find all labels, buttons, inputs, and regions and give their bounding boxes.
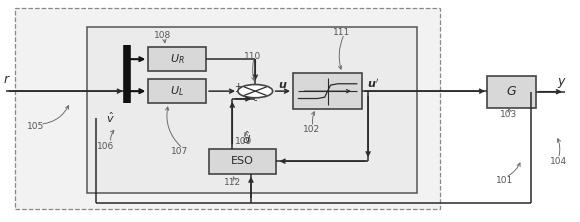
Text: $\hat{v}$: $\hat{v}$: [106, 111, 115, 125]
Text: 107: 107: [172, 147, 188, 156]
Text: 102: 102: [303, 125, 321, 134]
Bar: [148, 47, 206, 71]
Text: 103: 103: [499, 110, 517, 119]
Text: 108: 108: [154, 32, 171, 40]
Text: $G$: $G$: [506, 85, 517, 98]
Text: 105: 105: [27, 122, 44, 131]
Text: -: -: [253, 95, 257, 105]
Bar: [293, 73, 362, 109]
Text: $\boldsymbol{u}'$: $\boldsymbol{u}'$: [367, 77, 379, 90]
Bar: [148, 79, 206, 103]
Bar: [88, 27, 417, 193]
Text: $U_L$: $U_L$: [170, 84, 184, 98]
Text: $\hat{d}$: $\hat{d}$: [242, 129, 251, 146]
Text: +: +: [234, 87, 242, 96]
Text: ESO: ESO: [231, 156, 253, 166]
Text: +: +: [234, 82, 242, 91]
Text: y: y: [557, 75, 565, 88]
Text: 111: 111: [334, 28, 351, 37]
Text: $\boldsymbol{u}$: $\boldsymbol{u}$: [278, 79, 288, 89]
Bar: [487, 76, 536, 108]
Text: 104: 104: [550, 157, 567, 166]
Text: $U_R$: $U_R$: [170, 52, 184, 66]
Bar: [209, 149, 276, 174]
Text: r: r: [3, 73, 9, 85]
Circle shape: [238, 85, 273, 98]
Text: 112: 112: [223, 178, 241, 186]
Text: 106: 106: [97, 142, 115, 151]
Text: 110: 110: [244, 52, 261, 61]
Text: 101: 101: [495, 176, 513, 185]
Bar: [15, 8, 440, 209]
Text: 109: 109: [235, 137, 252, 146]
